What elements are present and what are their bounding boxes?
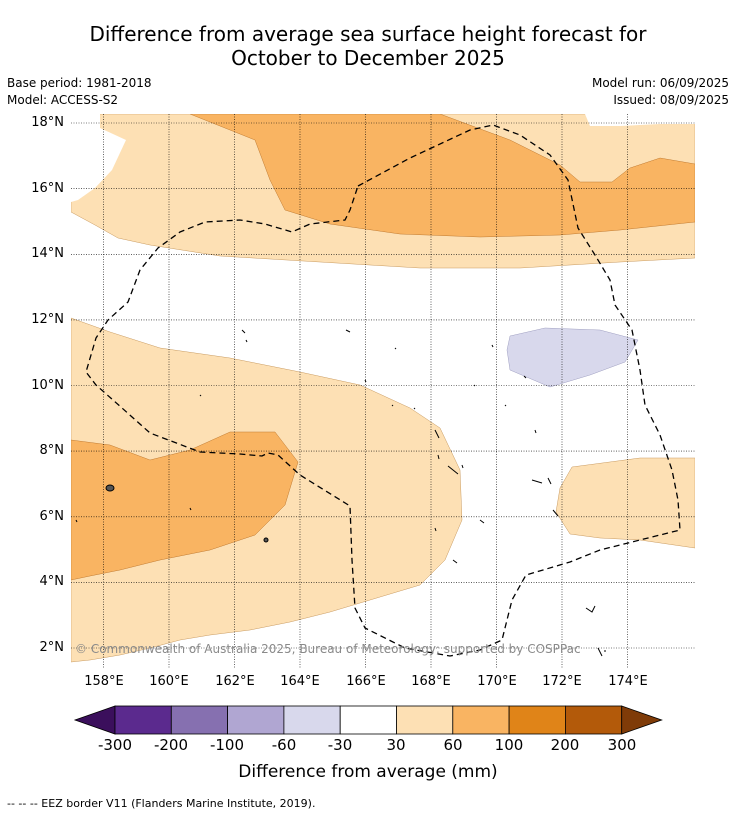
lon-label-162: 162°E <box>215 674 255 689</box>
colorbar-tick-label: 30 <box>386 736 406 754</box>
issued-date: Issued: 08/09/2025 <box>613 93 729 107</box>
colorbar-segment <box>508 705 566 735</box>
lat-label-12: 12°N <box>31 312 64 327</box>
title-line-2: October to December 2025 <box>231 46 505 70</box>
colorbar-tick-label: -100 <box>209 736 245 754</box>
model-run: Model run: 06/09/2025 <box>591 76 729 90</box>
colorbar-segment <box>565 705 623 735</box>
graticule <box>71 114 695 668</box>
lon-label-160: 160°E <box>149 674 189 689</box>
colorbar-segment <box>170 705 229 735</box>
lat-label-10: 10°N <box>31 378 64 393</box>
copyright-notice: © Commonwealth of Australia 2025, Bureau… <box>75 642 581 656</box>
colorbar-tick-label: -300 <box>97 736 133 754</box>
colorbar-tick-label: -60 <box>271 736 297 754</box>
lat-label-2: 2°N <box>39 640 65 655</box>
colorbar-tick-label: 60 <box>443 736 463 754</box>
map-title: Difference from average sea surface heig… <box>0 22 736 70</box>
title-line-1: Difference from average sea surface heig… <box>89 22 647 46</box>
colorbar-tick-label: 100 <box>494 736 524 754</box>
colorbar-title: Difference from average (mm) <box>238 762 498 782</box>
eez-border <box>85 124 681 657</box>
colorbar-tick-label: 300 <box>607 736 637 754</box>
colorbar-segment <box>339 705 397 735</box>
model-name: Model: ACCESS-S2 <box>7 93 119 107</box>
colorbar-tick-label: 200 <box>550 736 580 754</box>
meta-left: Base period: 1981-2018 Model: ACCESS-S2 <box>7 75 152 109</box>
negative-lavender-region <box>506 327 639 388</box>
lon-label-174: 174°E <box>608 674 648 689</box>
colorbar-segment <box>396 705 454 735</box>
base-period: Base period: 1981-2018 <box>7 76 152 90</box>
colorbar-tick-label: -200 <box>153 736 189 754</box>
colorbar-segment <box>283 705 341 735</box>
lon-label-170: 170°E <box>477 674 517 689</box>
contour-layer <box>71 114 695 668</box>
lat-label-16: 16°N <box>31 181 64 196</box>
lon-label-172: 172°E <box>542 674 582 689</box>
lat-label-18: 18°N <box>31 115 64 130</box>
lon-label-158: 158°E <box>84 674 124 689</box>
islands <box>75 329 606 657</box>
nw-white-gap <box>71 114 126 202</box>
lat-label-6: 6°N <box>39 509 65 524</box>
eez-legend: -- -- -- EEZ border V11 (Flanders Marine… <box>7 797 316 810</box>
lon-label-164: 164°E <box>280 674 320 689</box>
colorbar-segment <box>452 705 510 735</box>
north-medium-orange-region <box>189 114 695 238</box>
colorbar-segment <box>227 705 285 735</box>
southwest-medium-orange-region <box>71 431 299 581</box>
colorbar <box>73 705 663 735</box>
lon-label-166: 166°E <box>346 674 386 689</box>
east-light-orange-region <box>555 457 695 549</box>
lat-label-8: 8°N <box>39 443 65 458</box>
lat-label-14: 14°N <box>31 246 64 261</box>
ne-white-gap <box>585 114 695 126</box>
colorbar-tick-label: -30 <box>327 736 353 754</box>
lon-label-168: 168°E <box>411 674 451 689</box>
colorbar-extend-high <box>621 705 663 735</box>
lat-label-4: 4°N <box>39 574 65 589</box>
meta-right: Model run: 06/09/2025 Issued: 08/09/2025 <box>592 75 729 109</box>
colorbar-segment <box>114 705 172 735</box>
colorbar-extend-low <box>73 705 116 735</box>
